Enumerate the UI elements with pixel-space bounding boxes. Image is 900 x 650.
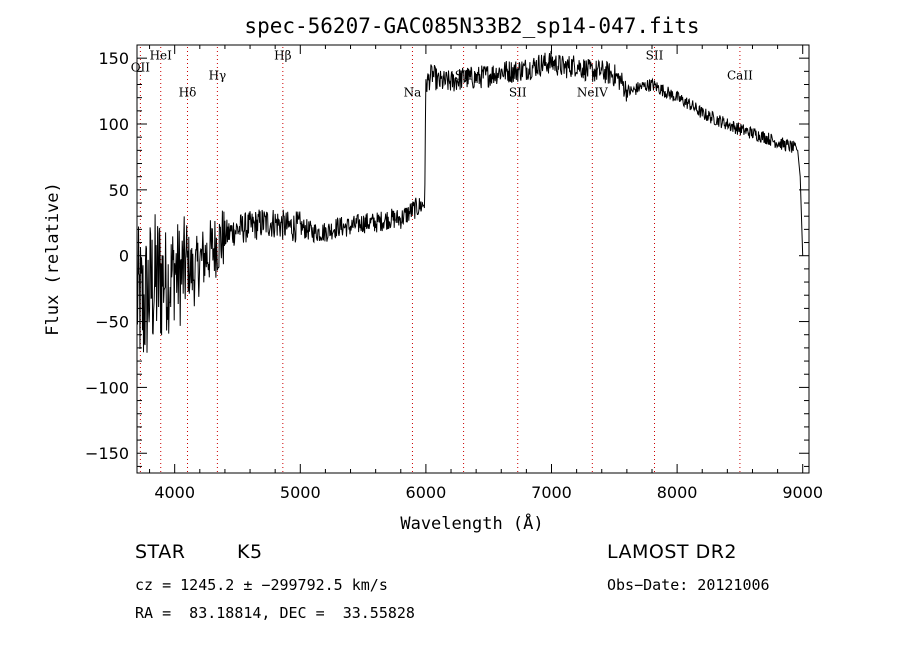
- obs-date: Obs−Date: 20121006: [607, 576, 770, 594]
- spectrum-line: [136, 50, 804, 353]
- line-marker-label: SII: [509, 85, 527, 99]
- line-marker-label: Hβ: [274, 49, 291, 63]
- x-tick-label: 5000: [280, 483, 321, 502]
- y-axis: −150 −100 −50 0 50 100 150: [85, 44, 809, 467]
- chart-title: spec-56207-GAC085N33B2_sp14-047.fits: [244, 14, 699, 38]
- redshift-line: cz = 1245.2 ± −299792.5 km/s: [135, 576, 388, 594]
- coordinates-line: RA = 83.18814, DEC = 33.55828: [135, 604, 415, 622]
- y-tick-label: 150: [98, 49, 129, 68]
- line-marker-label: Na: [404, 85, 422, 99]
- y-tick-label: 50: [109, 181, 129, 200]
- y-tick-label: −100: [85, 378, 129, 397]
- y-tick-label: −50: [95, 313, 129, 332]
- x-tick-label: 8000: [657, 483, 698, 502]
- x-tick-label: 9000: [782, 483, 823, 502]
- line-marker-label: HeI: [150, 49, 173, 63]
- line-marker-label: SII: [646, 49, 664, 63]
- object-type: STAR: [135, 541, 186, 563]
- line-marker-label: OII: [131, 60, 151, 74]
- survey-name: LAMOST DR2: [607, 541, 737, 563]
- y-tick-label: 100: [98, 115, 129, 134]
- x-axis-label: Wavelength (Å): [400, 512, 543, 534]
- x-tick-label: 7000: [531, 483, 572, 502]
- x-tick-label: 4000: [154, 483, 195, 502]
- line-marker-label: Hγ: [209, 68, 227, 82]
- y-tick-label: 0: [119, 247, 129, 266]
- y-axis-label: Flux (relative): [43, 182, 63, 336]
- object-subclass: K5: [237, 541, 263, 563]
- line-marker-label: CaII: [727, 68, 753, 82]
- plot-frame: [136, 44, 810, 474]
- x-tick-label: 6000: [406, 483, 447, 502]
- line-marker-label: NeIV: [577, 85, 608, 99]
- x-axis: 4000 5000 6000 7000 8000 9000: [149, 45, 823, 502]
- y-tick-label: −150: [85, 444, 129, 463]
- line-marker-label: Hδ: [179, 85, 197, 99]
